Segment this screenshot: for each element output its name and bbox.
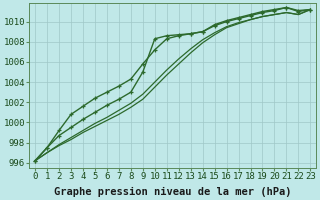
X-axis label: Graphe pression niveau de la mer (hPa): Graphe pression niveau de la mer (hPa) [54,186,292,197]
